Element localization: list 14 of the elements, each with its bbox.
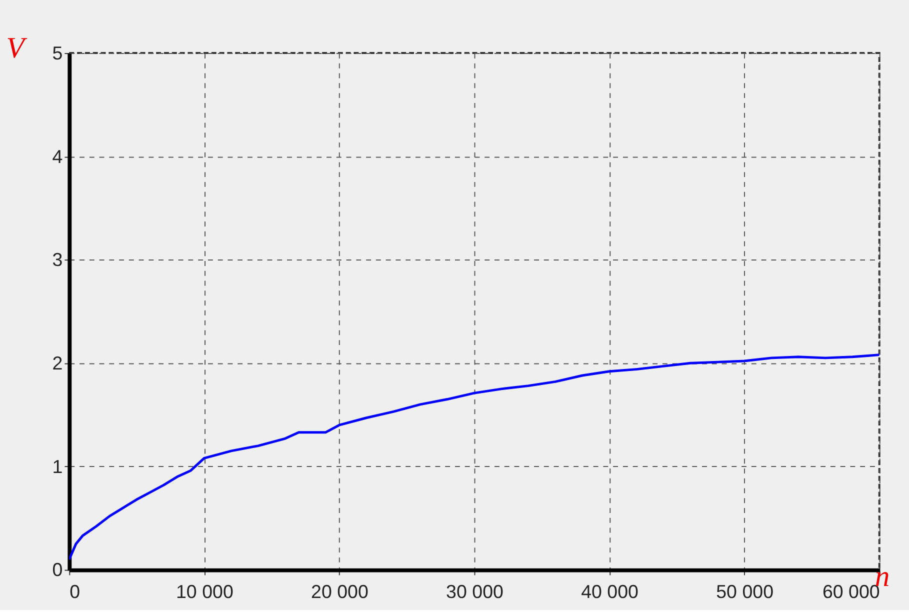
x-tick-label: 30 000 [446, 580, 504, 602]
y-tick-label: 1 [52, 456, 63, 477]
y-axis-title: V [6, 32, 28, 64]
x-tick-label: 20 000 [311, 580, 368, 602]
x-tick-label: 50 000 [716, 580, 774, 602]
x-tick-label: 10 000 [176, 580, 234, 602]
y-tick-label: 0 [52, 559, 63, 580]
y-tick-label: 3 [52, 249, 63, 270]
y-tick-label: 5 [52, 42, 63, 64]
x-tick-label: 40 000 [581, 580, 638, 602]
line-series [69, 354, 880, 561]
y-tick-label: 4 [52, 146, 63, 167]
x-tick-label: 0 [70, 580, 80, 602]
y-tick-label: 2 [52, 352, 63, 374]
